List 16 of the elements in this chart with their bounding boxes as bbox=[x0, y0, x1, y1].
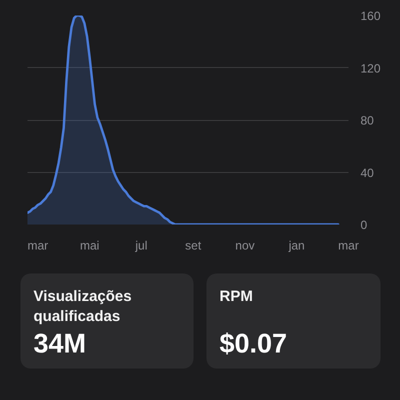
x-tick-label: mai bbox=[80, 238, 100, 252]
y-tick-label: 160 bbox=[360, 9, 381, 23]
x-tick-label: mar bbox=[28, 238, 48, 252]
y-tick-label: 120 bbox=[360, 61, 381, 76]
x-tick-label: nov bbox=[235, 238, 255, 252]
x-tick-label: mar bbox=[338, 238, 359, 252]
text: $0.07 bbox=[220, 328, 288, 358]
y-tick-label: 0 bbox=[360, 218, 368, 232]
y-tick-label: 80 bbox=[360, 114, 374, 128]
x-tick-label: jan bbox=[288, 238, 305, 252]
x-tick-label: set bbox=[185, 238, 202, 252]
y-tick-label: 40 bbox=[360, 166, 374, 180]
x-tick-label: jul bbox=[134, 238, 148, 252]
text: RPM bbox=[220, 288, 253, 305]
text: Visualizações qualificadas bbox=[34, 288, 132, 325]
text: 34M bbox=[34, 328, 86, 358]
